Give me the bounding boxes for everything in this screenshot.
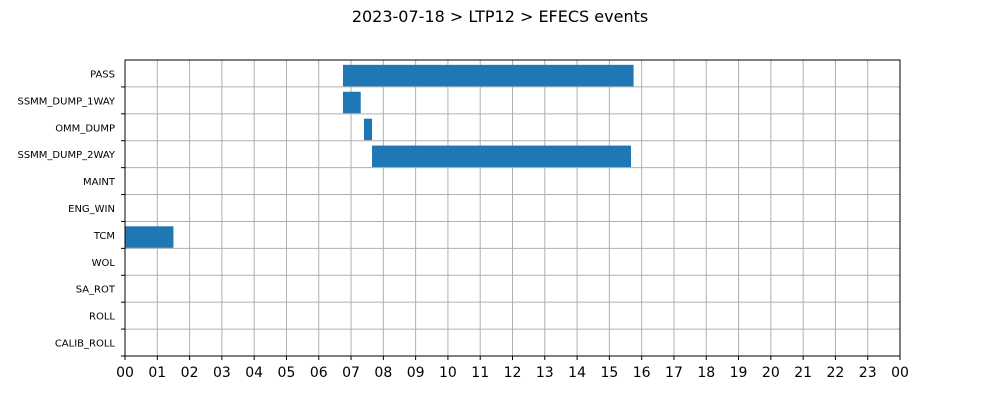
x-tick-label: 10 (439, 365, 457, 381)
x-tick-label: 23 (859, 365, 877, 381)
x-tick-label: 03 (213, 365, 231, 381)
y-tick-label: PASS (90, 69, 115, 80)
x-tick-label: 02 (181, 365, 199, 381)
x-tick-label: 11 (471, 365, 489, 381)
y-tick-label: SSMM_DUMP_1WAY (17, 96, 115, 107)
x-tick-label: 12 (504, 365, 522, 381)
x-tick-label: 15 (600, 365, 618, 381)
y-tick-label: SA_ROT (76, 285, 116, 296)
x-tick-label: 00 (116, 365, 134, 381)
event-bar-ssmm-dump-1way (342, 91, 361, 114)
event-bar-tcm (125, 226, 174, 248)
x-tick-label: 18 (697, 365, 715, 381)
y-tick-label: TCM (93, 231, 115, 242)
event-bar-omm-dump (363, 118, 373, 141)
x-tick-label: 16 (633, 365, 651, 381)
x-tick-label: 05 (278, 365, 296, 381)
event-bar-ssmm-dump-2way (372, 145, 632, 168)
event-bars (125, 64, 634, 248)
x-tick-label: 09 (407, 365, 425, 381)
y-tick-label: OMM_DUMP (55, 123, 115, 134)
x-tick-label: 06 (310, 365, 328, 381)
y-tick-label: ROLL (89, 312, 115, 323)
y-tick-label: SSMM_DUMP_2WAY (17, 150, 115, 161)
x-axis-ticks: 00 01 02 03 04 05 06 07 08 09 10 11 12 13 14 15 16 17 18 19… (116, 356, 909, 381)
x-tick-label: 17 (665, 365, 683, 381)
y-axis-ticks: PASS SSMM_DUMP_1WAY OMM_DUMP SSMM_DUMP_2WAY… (17, 69, 125, 357)
x-tick-label: 14 (568, 365, 586, 381)
plot-frame (124, 59, 901, 357)
y-tick-label: MAINT (83, 177, 116, 188)
y-tick-label: ENG_WIN (68, 204, 115, 215)
event-bar-pass (342, 64, 634, 87)
x-tick-label: 13 (536, 365, 554, 381)
y-tick-label: WOL (92, 258, 116, 269)
x-tick-label: 01 (148, 365, 166, 381)
x-tick-label: 19 (730, 365, 748, 381)
x-tick-label: 22 (827, 365, 845, 381)
x-tick-label: 20 (762, 365, 780, 381)
chart-title: 2023-07-18 > LTP12 > EFECS events (352, 7, 648, 26)
grid-lines (124, 60, 901, 356)
x-tick-label: 00 (891, 365, 909, 381)
x-tick-label: 08 (374, 365, 392, 381)
x-tick-label: 21 (794, 365, 812, 381)
x-tick-label: 07 (342, 365, 360, 381)
y-tick-label: CALIB_ROLL (55, 339, 116, 350)
x-tick-label: 04 (245, 365, 263, 381)
